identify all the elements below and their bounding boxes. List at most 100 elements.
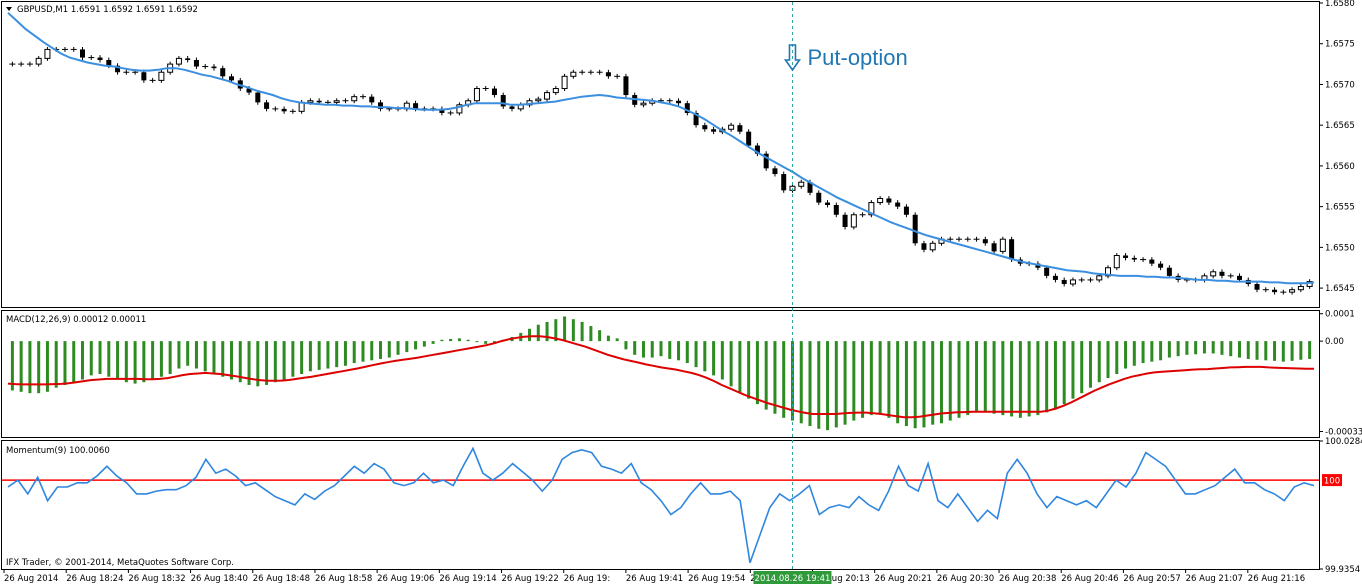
candle	[833, 202, 839, 218]
macd-bar	[63, 341, 67, 385]
put-option-label: Put-option	[807, 45, 907, 70]
macd-bar	[826, 341, 830, 431]
macd-bar	[72, 341, 76, 383]
candle	[211, 64, 217, 71]
candle	[737, 122, 743, 135]
macd-bar	[659, 341, 663, 357]
macd-bar	[37, 341, 41, 394]
time-tick-label: 26 Aug 20:13	[812, 574, 869, 584]
momentum-panel-title: Momentum(9) 100.0060	[6, 446, 110, 456]
candle	[1052, 273, 1058, 283]
time-tick-label: 26 Aug 20:21	[875, 574, 932, 584]
macd-bar	[948, 341, 952, 421]
price-tick-label: 1.6580	[1325, 0, 1355, 9]
macd-bar	[703, 341, 707, 372]
macd-bar	[10, 341, 14, 391]
macd-bar	[422, 341, 426, 347]
candle	[80, 46, 86, 61]
macd-bar	[869, 341, 873, 416]
macd-panel-title: MACD(12,26,9) 0.00012 0.00011	[6, 315, 146, 325]
candle	[333, 98, 340, 105]
macd-bar	[230, 341, 234, 380]
macd-bar	[799, 341, 803, 424]
macd-bar	[1264, 341, 1268, 361]
macd-panel-frame	[1, 310, 1320, 438]
macd-bar	[343, 341, 347, 366]
candle	[544, 90, 551, 102]
price-tick-label: 1.6550	[1325, 243, 1355, 253]
macd-bar	[878, 341, 882, 414]
macd-bar	[913, 341, 917, 429]
macd-bar	[379, 341, 383, 359]
candle	[579, 69, 586, 75]
put-option-annotation: Put-option	[783, 44, 908, 72]
candle	[378, 99, 384, 112]
candle	[1158, 261, 1164, 271]
macd-bar	[256, 341, 260, 387]
macd-bar	[107, 341, 111, 377]
momentum-tick-label: 99.9354	[1325, 565, 1360, 575]
macd-signal-line	[7, 335, 1314, 419]
candle	[640, 100, 647, 108]
macd-bar	[1159, 341, 1163, 361]
macd-bar	[738, 341, 742, 394]
candle	[18, 61, 25, 67]
macd-bar	[992, 341, 996, 414]
cursor-time-label-bg	[753, 571, 832, 584]
candle	[587, 69, 594, 75]
candle	[1105, 265, 1112, 279]
time-tick-label: 26 Aug 18:48	[253, 574, 310, 584]
candle	[877, 196, 884, 205]
macd-bar	[1045, 341, 1049, 413]
time-tick-label: 26 Aug 18:32	[128, 574, 185, 584]
candle	[702, 122, 708, 132]
macd-bar	[1036, 341, 1040, 416]
candle	[561, 73, 568, 91]
cursor-time-label: 2014.08.26 19:41	[755, 574, 831, 584]
macd-bar	[817, 341, 821, 429]
candle	[552, 86, 559, 96]
price-panel-frame	[1, 1, 1320, 308]
macd-bar	[1018, 341, 1022, 418]
macd-bar	[983, 341, 987, 413]
macd-bar	[116, 341, 120, 380]
candle	[1297, 284, 1304, 293]
macd-bar	[606, 335, 610, 342]
candle	[929, 240, 936, 253]
candle	[1061, 277, 1067, 287]
macd-bar	[615, 338, 619, 342]
candle	[35, 55, 42, 67]
macd-bar	[449, 338, 453, 342]
macd-bar	[291, 341, 295, 377]
macd-bar	[1106, 341, 1110, 379]
macd-bar	[1237, 341, 1241, 358]
candle	[912, 212, 918, 246]
candle	[781, 171, 787, 193]
macd-bar	[221, 341, 225, 377]
copyright-text: IFX Trader, © 2001-2014, MetaQuotes Soft…	[6, 558, 234, 568]
candle	[281, 106, 287, 114]
candle	[1123, 253, 1129, 261]
candle	[70, 46, 77, 52]
candle	[614, 73, 621, 79]
macd-bar	[782, 341, 786, 418]
candle	[1210, 269, 1217, 279]
macd-bar	[904, 341, 908, 427]
candle	[982, 236, 988, 246]
candle	[1140, 257, 1147, 263]
time-tick-label: 26 Aug 19:22	[502, 574, 559, 584]
triangle-down-icon[interactable]	[6, 7, 12, 11]
macd-bar	[466, 339, 470, 342]
candle	[439, 106, 445, 116]
macd-bar	[1308, 341, 1312, 359]
time-tick-label: 26 Aug 20:38	[999, 574, 1056, 584]
macd-bar	[764, 341, 768, 410]
macd-bar	[475, 341, 479, 343]
macd-histogram	[10, 316, 1312, 431]
macd-bar	[650, 341, 654, 358]
macd-bar	[536, 324, 540, 342]
momentum-level-label: 100	[1324, 477, 1340, 487]
candle	[763, 151, 769, 171]
macd-bar	[1202, 341, 1206, 354]
